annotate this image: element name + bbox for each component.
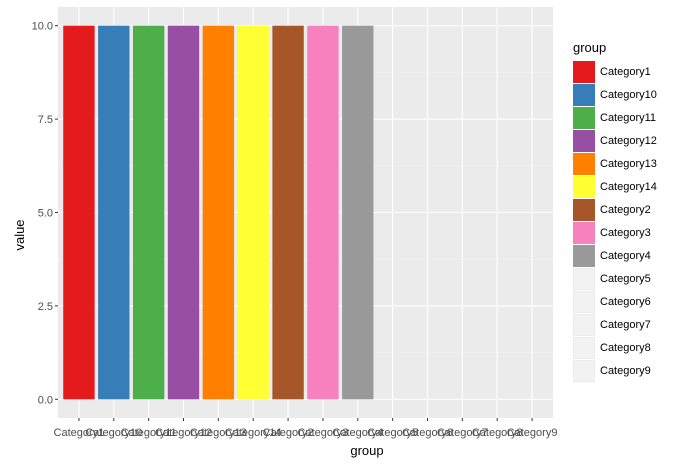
legend-item: Category4 <box>573 244 657 267</box>
legend-item: Category10 <box>573 83 657 106</box>
legend-label: Category1 <box>600 65 651 78</box>
bar-category11 <box>132 25 165 400</box>
legend-swatch <box>573 221 595 244</box>
bar-category10 <box>98 25 130 400</box>
legend-label: Category9 <box>600 364 651 377</box>
legend-swatch <box>573 336 595 359</box>
x-tick-label: Category13 <box>190 427 247 439</box>
legend-swatch <box>573 175 595 198</box>
x-tick-label: Category5 <box>367 427 418 439</box>
bar-category3 <box>307 25 339 400</box>
legend-swatch <box>573 244 595 267</box>
bar-category2 <box>272 25 304 400</box>
legend-swatch <box>573 106 595 129</box>
legend-swatch <box>573 83 595 106</box>
x-tick-label: Category12 <box>155 427 212 439</box>
legend-item: Category3 <box>573 221 657 244</box>
legend-label: Category13 <box>600 157 657 170</box>
legend-label: Category5 <box>600 272 651 285</box>
y-tick-label: 7.5 <box>38 114 53 126</box>
legend-items: Category1 Category10 Category11 Category12 C… <box>573 60 657 382</box>
bars <box>63 25 374 400</box>
legend-item: Category2 <box>573 198 657 221</box>
legend-label: Category2 <box>600 203 651 216</box>
bar-category1 <box>63 25 95 400</box>
bar-category4 <box>342 25 374 400</box>
legend-item: Category14 <box>573 175 657 198</box>
legend-label: Category11 <box>600 111 657 124</box>
x-axis-label: group <box>350 443 384 458</box>
legend-label: Category8 <box>600 341 651 354</box>
x-tick-label: Category11 <box>121 427 177 439</box>
x-tick-label: Category8 <box>472 427 523 439</box>
legend-item: Category13 <box>573 152 657 175</box>
legend-swatch <box>573 198 595 221</box>
y-axis-label: value <box>12 219 28 251</box>
x-tick-label: Category14 <box>225 427 282 439</box>
legend-item: Category6 <box>573 290 657 313</box>
legend-item: Category7 <box>573 313 657 336</box>
legend-swatch <box>573 60 595 83</box>
legend-swatch <box>573 267 595 290</box>
legend-title: group <box>573 40 607 55</box>
y-tick-label: 10.0 <box>32 21 53 33</box>
bar-category12 <box>167 25 200 400</box>
legend-item: Category11 <box>573 106 657 129</box>
legend-label: Category14 <box>600 180 657 193</box>
legend: group Category1 Category10 Category11 Categ… <box>573 40 657 382</box>
legend-swatch <box>573 152 595 175</box>
y-tick-label: 0.0 <box>38 394 53 406</box>
bar-category13 <box>202 25 235 400</box>
legend-label: Category4 <box>600 249 651 262</box>
legend-swatch <box>573 359 595 382</box>
legend-label: Category7 <box>600 318 651 331</box>
legend-swatch <box>573 290 595 313</box>
x-tick-label: Category10 <box>85 427 142 439</box>
legend-label: Category6 <box>600 295 651 308</box>
y-axis-ticks: 0.0 2.5 5.0 7.5 10.0 <box>32 21 58 406</box>
x-tick-label: Category7 <box>437 427 488 439</box>
legend-swatch <box>573 313 595 336</box>
x-axis-ticks: Category1Category10Category11Category12C… <box>54 418 558 439</box>
x-tick-label: Category9 <box>507 427 558 439</box>
legend-swatch <box>573 129 595 152</box>
legend-label: Category3 <box>600 226 651 239</box>
legend-item: Category5 <box>573 267 657 290</box>
legend-item: Category12 <box>573 129 657 152</box>
legend-item: Category1 <box>573 60 657 83</box>
legend-label: Category12 <box>600 134 657 147</box>
x-tick-label: Category3 <box>298 427 349 439</box>
y-tick-label: 2.5 <box>38 301 53 313</box>
x-tick-label: Category6 <box>402 427 453 439</box>
x-tick-label: Category1 <box>54 427 105 439</box>
x-tick-label: Category4 <box>332 427 383 439</box>
legend-item: Category9 <box>573 359 657 382</box>
legend-label: Category10 <box>600 88 657 101</box>
bar-category14 <box>237 25 269 400</box>
x-tick-label: Category2 <box>263 427 314 439</box>
legend-item: Category8 <box>573 336 657 359</box>
y-tick-label: 5.0 <box>38 208 53 220</box>
